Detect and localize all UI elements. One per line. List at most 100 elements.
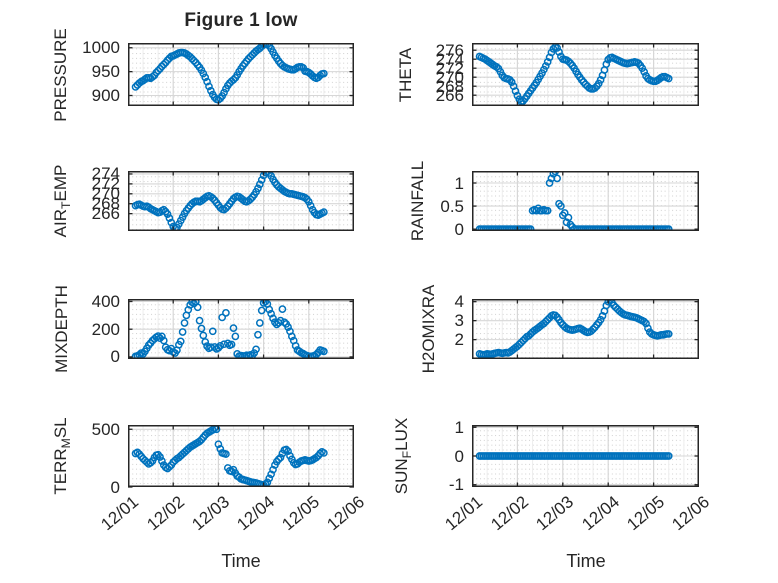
y-axis-label-pressure: PRESSURE — [51, 28, 73, 122]
y-axis-label-text: SL — [50, 417, 70, 439]
y-axis-label-text: AIR — [50, 208, 70, 238]
axis-tick-marks — [128, 43, 354, 106]
x-axis-label-right: Time — [566, 551, 606, 571]
axis-tick-marks — [472, 425, 699, 487]
data-markers-air-temp — [131, 171, 328, 231]
sun-flux-plot-area — [472, 425, 699, 487]
y-axis-label-h2omixra: H2OMIXRA — [419, 285, 441, 374]
rainfall-plot-area — [472, 171, 699, 231]
theta-plot-area — [472, 43, 699, 106]
axis-tick-marks — [128, 425, 354, 488]
y-tick-label: 268 — [91, 194, 120, 214]
subplot-rainfall: RAINFALL 0 0.5 1 — [408, 161, 699, 241]
y-axis-label-subscript: M — [59, 438, 74, 449]
subplot-sun-flux: SUNFLUX -1 0 1 12/01 12/02 12/03 12/04 12/05 12/… — [392, 418, 714, 534]
axes-box — [472, 299, 699, 359]
x-tick-label: 12/04 — [233, 492, 279, 535]
minor-gridlines — [486, 171, 685, 231]
y-tick-label: 0.5 — [440, 196, 464, 216]
y-tick-label: 1 — [454, 417, 464, 437]
data-markers-theta — [475, 43, 673, 106]
axes-box — [128, 425, 354, 487]
x-tick-label: 12/06 — [323, 492, 369, 535]
y-tick-label: 266 — [435, 85, 464, 105]
y-tick-label: 272 — [91, 174, 120, 194]
y-axis-label-theta: THETA — [396, 47, 418, 101]
y-tick-label: 400 — [91, 292, 120, 311]
x-tick-label: 12/02 — [487, 492, 532, 535]
y-tick-label: 950 — [91, 62, 120, 82]
axis-tick-marks — [472, 171, 699, 231]
y-tick-label: 276 — [435, 40, 464, 60]
y-tick-label: 268 — [435, 76, 464, 96]
y-axis-label-rainfall: RAINFALL — [408, 161, 430, 241]
axis-tick-marks — [128, 171, 354, 231]
x-tick-label: 12/03 — [532, 492, 578, 535]
y-tick-label: 500 — [91, 419, 120, 439]
y-tick-label: 272 — [435, 58, 464, 78]
y-tick-label: 270 — [91, 184, 120, 204]
y-axis-label-text: PRESSURE — [50, 27, 70, 122]
data-markers-sun-flux — [475, 452, 673, 460]
y-axis-label-text: RAINFALL — [407, 160, 427, 242]
y-axis-label-text: THETA — [395, 47, 415, 102]
x-tick-label: 12/04 — [577, 492, 623, 535]
y-tick-label: 266 — [91, 204, 120, 224]
y-axis-label-mixdepth: MIXDEPTH — [52, 285, 74, 373]
figure-title: Figure 1 low — [184, 10, 298, 31]
data-markers-pressure — [131, 43, 328, 104]
h2omixra-plot-area — [472, 299, 699, 359]
y-tick-label: 2 — [454, 330, 464, 350]
axis-tick-marks — [472, 299, 699, 359]
axes-box — [472, 171, 699, 231]
x-tick-label: 12/05 — [278, 492, 324, 535]
y-tick-label: 4 — [454, 292, 464, 312]
x-tick-label: 12/05 — [623, 492, 669, 535]
axes-box — [128, 171, 354, 231]
subplot-mixdepth: MIXDEPTH 0 200 400 — [52, 285, 354, 373]
axes-box — [128, 43, 354, 106]
y-tick-label: 1 — [454, 173, 464, 193]
x-tick-label: 12/01 — [441, 492, 487, 535]
y-tick-label: 0 — [110, 477, 120, 497]
y-tick-label: 274 — [435, 49, 464, 69]
y-axis-label-sun-flux: SUNFLUX — [392, 418, 414, 494]
y-axis-label-text: MIXDEPTH — [51, 285, 71, 373]
mixdepth-plot-area — [128, 299, 354, 359]
y-tick-label: 0 — [454, 446, 464, 466]
x-tick-label: 12/01 — [97, 492, 143, 535]
major-gridlines — [128, 425, 354, 487]
y-axis-label-text: SUN — [391, 458, 411, 495]
y-tick-label: 274 — [91, 164, 120, 184]
y-tick-label: 270 — [435, 67, 464, 87]
terr-msl-plot-area — [128, 425, 354, 488]
x-tick-label: 12/02 — [142, 492, 188, 535]
y-tick-label: 0 — [454, 219, 464, 239]
minor-grid-dots — [472, 171, 699, 231]
axis-tick-marks — [472, 43, 699, 106]
x-tick-label: 12/06 — [668, 492, 714, 535]
y-axis-label-terr-msl: TERRMSL — [51, 417, 73, 494]
y-axis-label-subscript: T — [59, 201, 74, 209]
y-axis-label-text: LUX — [391, 417, 411, 451]
y-axis-label-text: EMP — [50, 164, 70, 202]
y-axis-label-text: TERR — [50, 448, 70, 495]
air-temp-plot-area — [128, 171, 354, 231]
axes-box — [472, 43, 699, 106]
x-tick-label: 12/03 — [188, 492, 233, 535]
y-tick-label: 900 — [91, 86, 120, 105]
data-markers-rainfall — [475, 171, 673, 231]
y-tick-label: 1000 — [82, 38, 120, 58]
y-tick-label: 3 — [454, 311, 464, 331]
subplot-theta: THETA 266 268 270 272 274 276 — [396, 42, 699, 106]
y-tick-label: 0 — [110, 347, 120, 367]
data-markers-terr-msl — [131, 425, 328, 487]
subplot-air-temp: AIRTEMP 266 268 270 272 274 — [51, 165, 354, 237]
subplot-pressure: PRESSURE 900 950 1000 — [51, 28, 354, 121]
pressure-plot-area — [128, 43, 354, 106]
subplot-terr-msl: TERRMSL 0 500 12/01 12/02 12/03 12/04 12/05 12/… — [51, 417, 369, 534]
y-axis-label-subscript: F — [400, 450, 415, 459]
y-tick-label: -1 — [448, 475, 464, 495]
